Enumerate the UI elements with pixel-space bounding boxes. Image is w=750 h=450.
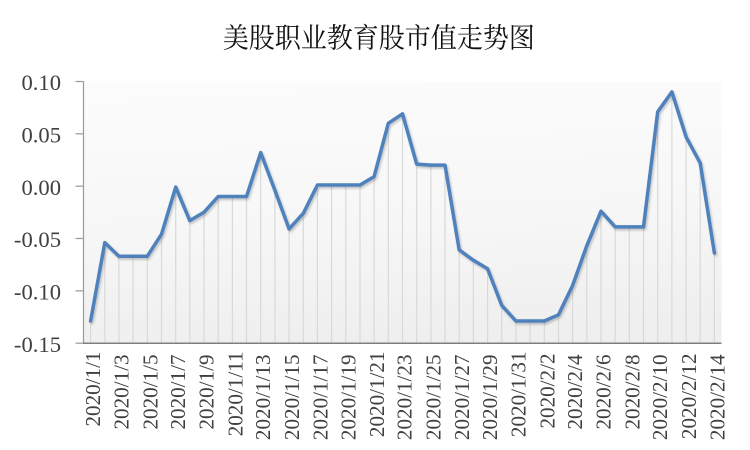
svg-text:2020/1/9: 2020/1/9 — [195, 355, 219, 430]
svg-text:2020/2/12: 2020/2/12 — [677, 354, 701, 440]
svg-text:2020/1/5: 2020/1/5 — [138, 355, 162, 430]
svg-text:2020/1/17: 2020/1/17 — [309, 355, 333, 441]
svg-text:2020/1/7: 2020/1/7 — [166, 355, 190, 430]
svg-text:0.10: 0.10 — [21, 70, 61, 95]
svg-text:2020/1/25: 2020/1/25 — [422, 355, 446, 441]
svg-text:2020/2/10: 2020/2/10 — [648, 355, 672, 441]
svg-text:-0.15: -0.15 — [14, 332, 61, 357]
svg-text:2020/2/2: 2020/2/2 — [535, 354, 559, 429]
svg-text:2020/2/8: 2020/2/8 — [620, 355, 644, 430]
svg-text:2020/1/3: 2020/1/3 — [110, 355, 134, 430]
svg-text:2020/2/6: 2020/2/6 — [592, 355, 616, 430]
svg-text:2020/1/23: 2020/1/23 — [393, 355, 417, 441]
svg-text:2020/1/15: 2020/1/15 — [280, 355, 304, 441]
svg-text:2020/1/21: 2020/1/21 — [365, 352, 389, 438]
svg-text:2020/2/14: 2020/2/14 — [706, 354, 730, 440]
svg-text:0.00: 0.00 — [21, 175, 61, 200]
svg-text:-0.05: -0.05 — [14, 227, 61, 252]
svg-text:2020/1/1: 2020/1/1 — [81, 352, 105, 427]
svg-text:2020/2/4: 2020/2/4 — [563, 354, 587, 429]
svg-text:0.05: 0.05 — [21, 122, 61, 147]
svg-text:2020/1/13: 2020/1/13 — [251, 355, 275, 441]
svg-text:2020/1/29: 2020/1/29 — [478, 355, 502, 441]
svg-text:-0.10: -0.10 — [14, 280, 61, 305]
svg-text:2020/1/19: 2020/1/19 — [336, 355, 360, 441]
svg-text:2020/1/11: 2020/1/11 — [224, 352, 248, 437]
svg-text:2020/1/27: 2020/1/27 — [450, 355, 474, 441]
svg-text:2020/1/31: 2020/1/31 — [507, 352, 531, 438]
